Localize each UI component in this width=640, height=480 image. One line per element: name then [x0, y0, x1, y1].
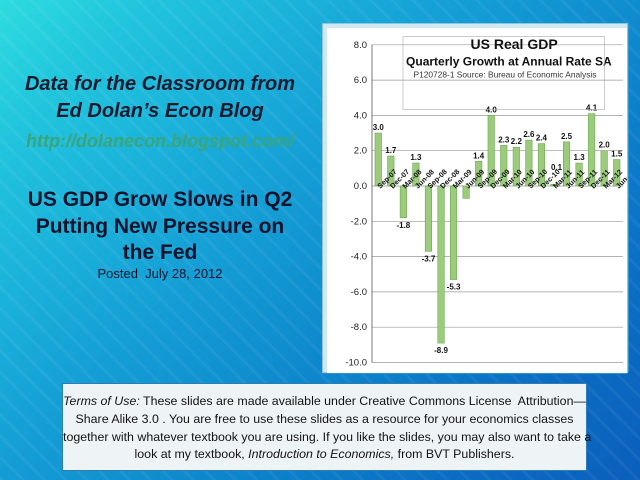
svg-text:2.0: 2.0 [599, 141, 611, 150]
svg-text:1.3: 1.3 [410, 153, 422, 162]
svg-text:4.1: 4.1 [586, 104, 598, 113]
svg-text:1.3: 1.3 [574, 153, 586, 162]
svg-text:1.7: 1.7 [385, 146, 397, 155]
svg-text:1.5: 1.5 [611, 150, 623, 159]
svg-text:-8.0: -8.0 [351, 322, 367, 333]
svg-text:2.6: 2.6 [523, 130, 535, 139]
svg-text:4.0: 4.0 [486, 105, 498, 114]
svg-text:Quarterly Growth at Annual Rat: Quarterly Growth at Annual Rate SA [406, 55, 612, 69]
svg-text:0.0: 0.0 [354, 181, 367, 192]
svg-text:US Real GDP: US Real GDP [471, 36, 558, 52]
svg-text:-10.0: -10.0 [345, 358, 367, 369]
svg-text:-5.3: -5.3 [447, 283, 461, 292]
svg-text:-8.9: -8.9 [434, 346, 448, 355]
svg-text:-1.8: -1.8 [396, 221, 410, 230]
svg-text:-6.0: -6.0 [351, 287, 367, 298]
svg-text:2.4: 2.4 [536, 134, 548, 143]
svg-text:2.2: 2.2 [511, 137, 523, 146]
svg-text:3.0: 3.0 [373, 123, 385, 132]
svg-text:2.0: 2.0 [354, 146, 367, 157]
svg-text:-4.0: -4.0 [351, 252, 367, 263]
svg-text:-3.7: -3.7 [422, 254, 436, 263]
svg-text:8.0: 8.0 [354, 40, 367, 51]
svg-text:2.5: 2.5 [561, 132, 573, 141]
svg-text:6.0: 6.0 [354, 75, 367, 86]
svg-text:2.3: 2.3 [498, 135, 510, 144]
svg-text:-2.0: -2.0 [351, 216, 367, 227]
svg-text:P120728-1 Source: Bureau of Ec: P120728-1 Source: Bureau of Economic Ana… [414, 70, 597, 80]
svg-text:1.4: 1.4 [473, 151, 485, 160]
svg-text:4.0: 4.0 [354, 110, 367, 121]
